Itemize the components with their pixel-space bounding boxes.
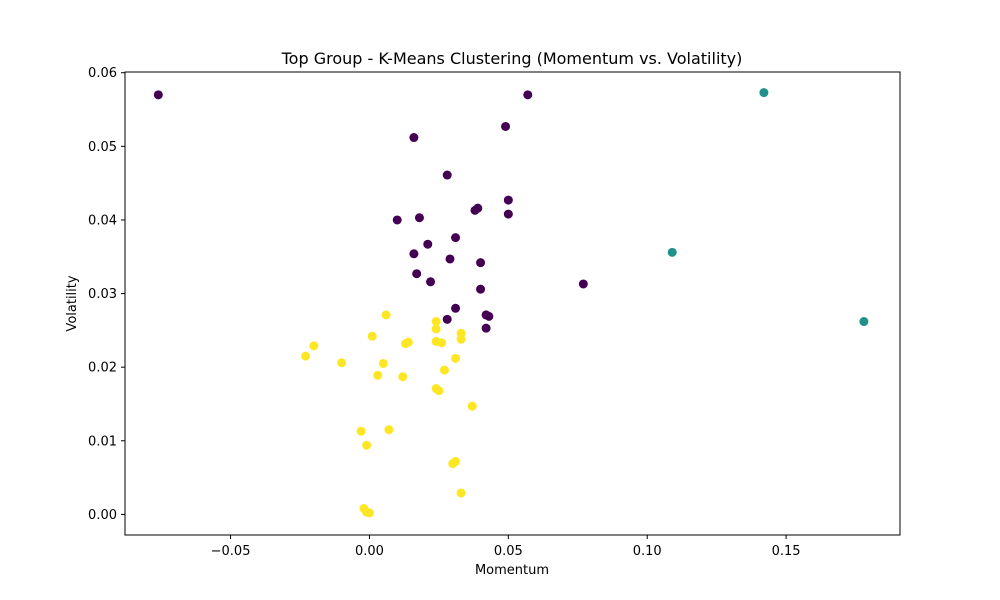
cluster-2-point [364,508,374,518]
cluster-0-point [481,323,491,333]
cluster-0-point [503,195,513,205]
x-tick-label: 0.00 [355,544,384,559]
cluster-2-point [439,365,449,375]
x-axis-ticks: −0.05 0.00 0.05 0.10 0.15 [211,535,801,559]
cluster-0-point [451,233,461,243]
y-axis-title: Volatility [65,275,80,331]
cluster-0-point [153,90,163,100]
cluster-0-point [423,239,433,249]
cluster-2-point [451,353,461,363]
y-tick-label: 0.05 [88,140,117,155]
x-tick-label: 0.05 [494,544,523,559]
y-tick-label: 0.06 [88,66,117,81]
cluster-0-point [578,279,588,289]
y-tick-label: 0.01 [88,434,117,449]
y-axis-ticks: 0.00 0.01 0.02 0.03 0.04 0.05 0.06 [88,66,125,523]
plot-frame [124,71,901,536]
cluster-2-point [309,341,319,351]
cluster-0-point [442,170,452,180]
y-tick-label: 0.00 [88,508,117,523]
y-tick-label: 0.04 [88,213,117,228]
cluster-2-point [431,317,441,327]
cluster-1-point [859,317,869,327]
cluster-2-point [378,358,388,368]
cluster-2-point [456,334,466,344]
cluster-0-point [392,215,402,225]
cluster-2-point [337,358,347,368]
cluster-2-point [356,426,366,436]
cluster-2-point [362,440,372,450]
x-tick-label: −0.05 [211,544,251,559]
cluster-2-point [398,372,408,382]
cluster-0-point [503,209,513,219]
x-tick-label: 0.15 [772,544,801,559]
cluster-1-point [667,247,677,257]
cluster-0-point [523,90,533,100]
cluster-2-point [301,351,311,361]
cluster-0-point [409,249,419,259]
x-axis-title: Momentum [475,563,549,578]
cluster-0-point [426,277,436,287]
cluster-1-point [759,88,769,98]
cluster-0-point [484,311,494,321]
cluster-0-point [476,258,486,268]
cluster-0-point [476,284,486,294]
cluster-2-point [367,331,377,341]
y-tick-label: 0.02 [88,361,117,376]
cluster-2-point [467,401,477,411]
cluster-0-point [501,121,511,131]
cluster-2-point [448,459,458,469]
points-layer [153,88,869,518]
x-tick-label: 0.10 [633,544,662,559]
cluster-0-point [451,303,461,313]
cluster-0-point [412,269,422,279]
cluster-2-point [401,339,411,349]
cluster-2-point [437,338,447,348]
cluster-0-point [414,213,424,223]
y-tick-label: 0.03 [88,287,117,302]
cluster-0-point [470,205,480,215]
cluster-2-point [434,386,444,396]
cluster-0-point [442,314,452,324]
chart-title: Top Group - K-Means Clustering (Momentum… [281,49,743,68]
cluster-2-point [431,324,441,334]
cluster-2-point [384,425,394,435]
cluster-0-point [409,133,419,143]
cluster-2-point [373,370,383,380]
cluster-2-point [381,310,391,320]
cluster-2-point [456,488,466,498]
cluster-0-point [445,254,455,264]
